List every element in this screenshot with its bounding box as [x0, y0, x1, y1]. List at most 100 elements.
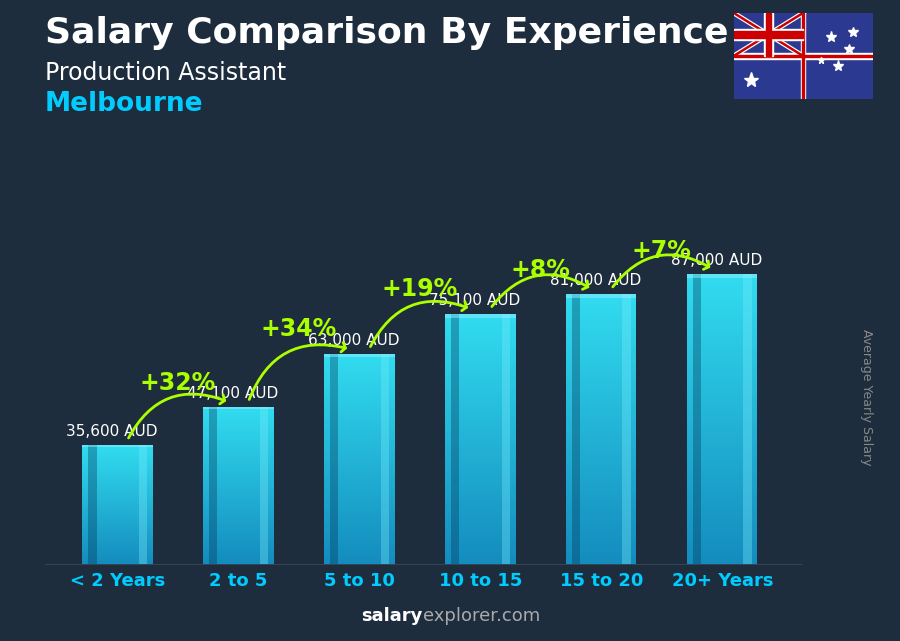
- Bar: [203, 460, 274, 462]
- Bar: [203, 481, 274, 483]
- Bar: [83, 454, 153, 456]
- Bar: [688, 412, 758, 415]
- Bar: [83, 524, 153, 526]
- Bar: [203, 492, 274, 494]
- Bar: [203, 458, 274, 460]
- Bar: [203, 501, 274, 503]
- Bar: [203, 483, 274, 486]
- Bar: [259, 407, 268, 564]
- Bar: [688, 397, 758, 401]
- Bar: [203, 468, 274, 470]
- Text: 81,000 AUD: 81,000 AUD: [550, 273, 641, 288]
- Bar: [83, 511, 153, 512]
- Bar: [203, 486, 274, 488]
- Bar: [446, 370, 516, 373]
- Bar: [83, 457, 153, 459]
- Bar: [688, 517, 758, 520]
- Bar: [203, 470, 274, 472]
- Bar: [566, 426, 636, 429]
- Text: 87,000 AUD: 87,000 AUD: [670, 253, 762, 268]
- Bar: [83, 500, 153, 502]
- Bar: [446, 489, 516, 492]
- Bar: [83, 503, 153, 504]
- Bar: [83, 506, 153, 508]
- Bar: [566, 446, 636, 449]
- Bar: [566, 436, 636, 439]
- Bar: [83, 447, 153, 449]
- Bar: [203, 421, 274, 423]
- Bar: [566, 297, 636, 301]
- Text: +19%: +19%: [382, 277, 458, 301]
- Bar: [446, 420, 516, 423]
- Bar: [688, 404, 758, 408]
- Text: explorer.com: explorer.com: [423, 607, 540, 625]
- Bar: [83, 483, 153, 484]
- Bar: [446, 492, 516, 495]
- Bar: [324, 409, 394, 412]
- Bar: [446, 473, 516, 476]
- Bar: [203, 407, 274, 410]
- Bar: [203, 437, 274, 438]
- Bar: [83, 508, 153, 509]
- Bar: [688, 419, 758, 422]
- Bar: [203, 540, 274, 542]
- Bar: [83, 492, 153, 493]
- Bar: [566, 442, 636, 446]
- Bar: [324, 396, 394, 399]
- Bar: [566, 328, 636, 331]
- Bar: [83, 555, 153, 556]
- Bar: [83, 521, 153, 522]
- Bar: [566, 304, 636, 308]
- Bar: [688, 314, 758, 317]
- Bar: [688, 528, 758, 531]
- Bar: [688, 369, 758, 372]
- Bar: [566, 318, 636, 321]
- Bar: [566, 395, 636, 399]
- Bar: [446, 313, 516, 317]
- Bar: [688, 538, 758, 542]
- Bar: [324, 375, 394, 378]
- Bar: [566, 362, 636, 365]
- Bar: [83, 497, 153, 499]
- Bar: [688, 365, 758, 369]
- Bar: [330, 354, 338, 564]
- Bar: [688, 281, 758, 285]
- Bar: [324, 430, 394, 433]
- Bar: [566, 375, 636, 378]
- Bar: [446, 389, 516, 392]
- Bar: [203, 531, 274, 533]
- Text: Melbourne: Melbourne: [45, 91, 203, 117]
- Bar: [566, 547, 636, 551]
- Bar: [566, 399, 636, 402]
- Bar: [324, 370, 394, 372]
- Bar: [566, 433, 636, 436]
- Bar: [802, 13, 805, 99]
- Bar: [324, 388, 394, 391]
- Bar: [688, 387, 758, 390]
- Bar: [83, 488, 153, 490]
- Bar: [688, 296, 758, 299]
- Bar: [566, 335, 636, 338]
- Bar: [324, 470, 394, 472]
- Bar: [203, 551, 274, 553]
- Bar: [83, 561, 153, 563]
- Bar: [446, 524, 516, 526]
- Bar: [566, 415, 636, 419]
- Bar: [566, 463, 636, 466]
- Bar: [688, 288, 758, 292]
- Bar: [446, 339, 516, 342]
- Bar: [566, 406, 636, 409]
- Bar: [381, 354, 389, 564]
- Bar: [324, 545, 394, 548]
- Bar: [83, 539, 153, 540]
- Bar: [203, 454, 274, 456]
- Bar: [324, 449, 394, 451]
- Bar: [324, 420, 394, 422]
- Bar: [324, 467, 394, 470]
- Bar: [324, 354, 394, 356]
- Bar: [83, 459, 153, 460]
- Bar: [446, 504, 516, 508]
- Bar: [446, 508, 516, 511]
- Bar: [203, 407, 274, 409]
- Bar: [566, 348, 636, 351]
